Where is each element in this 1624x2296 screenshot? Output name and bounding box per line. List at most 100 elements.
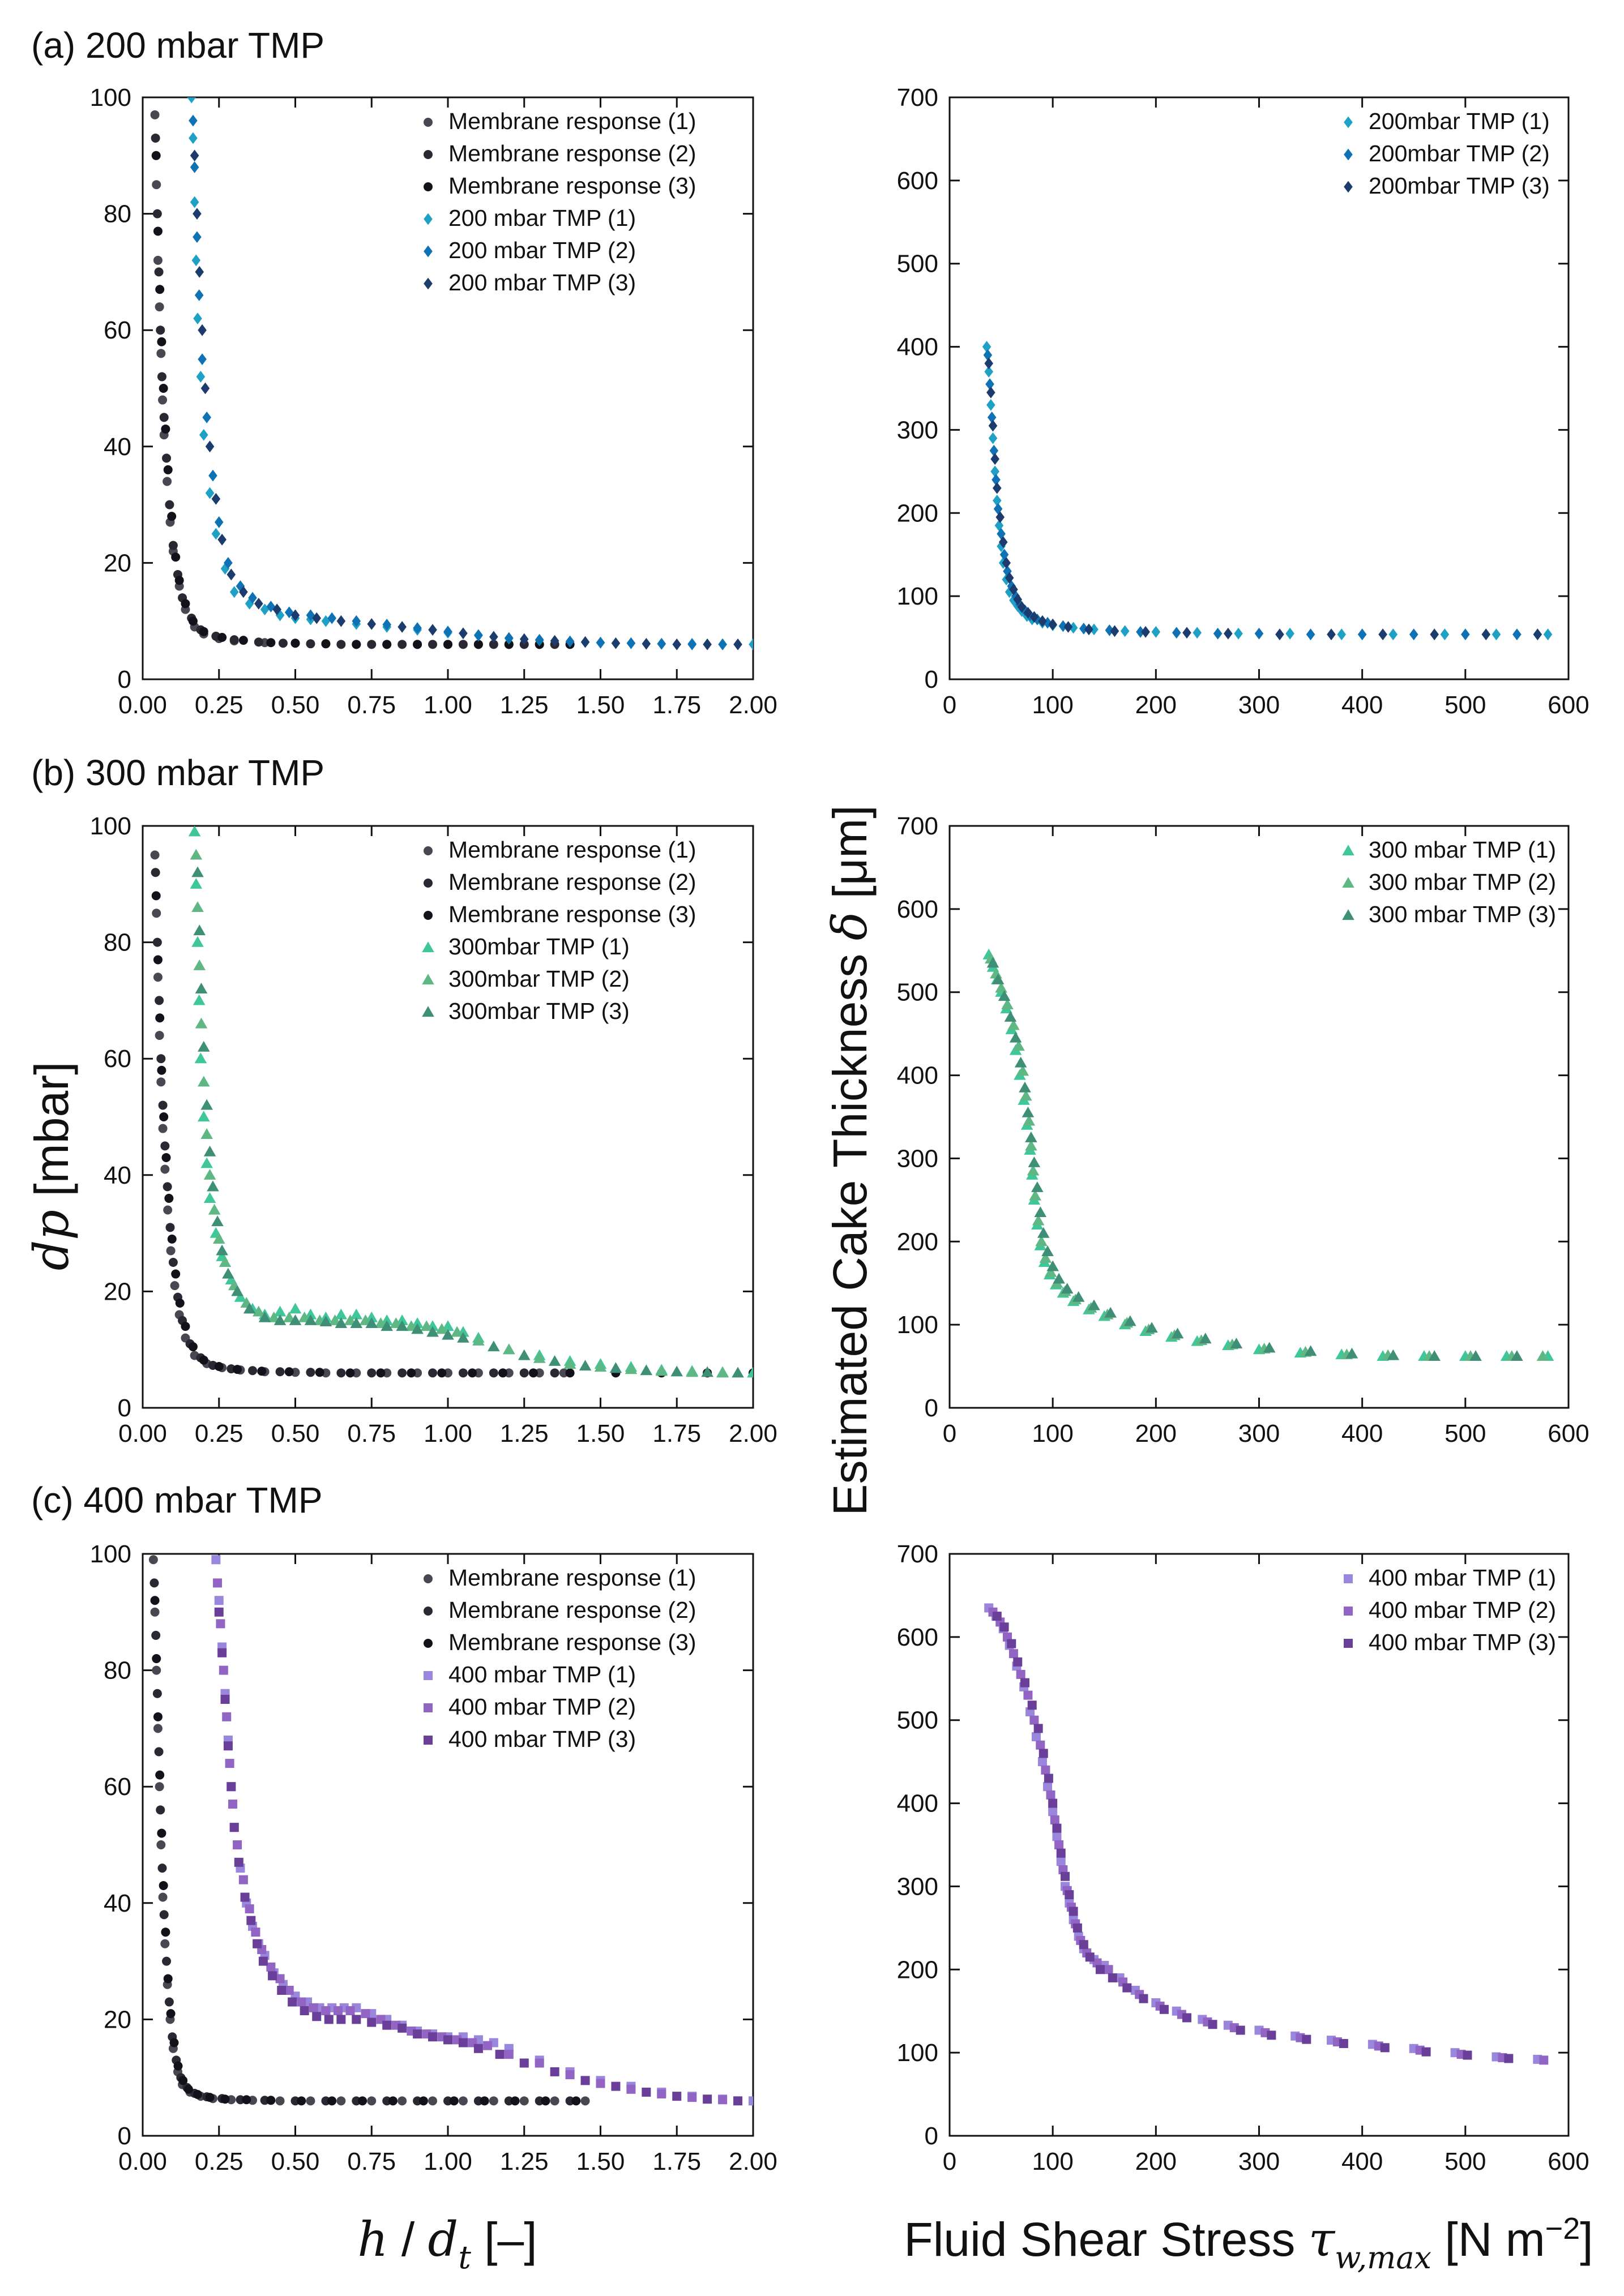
x-tick-label: 400 bbox=[1341, 2148, 1383, 2175]
data-point bbox=[982, 341, 992, 353]
data-point bbox=[160, 1164, 170, 1174]
y-tick-label: 0 bbox=[925, 2122, 938, 2150]
data-point bbox=[686, 1366, 698, 1377]
series-200-mbar-tmp-2- bbox=[189, 114, 727, 650]
panel-b-left: (b) 300 mbar TMP 0.00 0.25 0.50 0.75 1.00 1.25… bbox=[31, 752, 777, 1447]
data-point bbox=[226, 568, 236, 581]
data-point bbox=[503, 1343, 515, 1355]
data-point bbox=[985, 378, 994, 391]
data-point bbox=[367, 2017, 377, 2027]
data-point bbox=[1151, 626, 1161, 638]
data-point bbox=[571, 2096, 581, 2106]
data-point bbox=[473, 2044, 483, 2053]
data-point bbox=[328, 1314, 341, 1325]
data-point bbox=[224, 557, 233, 569]
data-point bbox=[157, 1828, 166, 1838]
data-point bbox=[1421, 2047, 1431, 2057]
data-point bbox=[306, 2096, 315, 2106]
data-point bbox=[1050, 1815, 1059, 1824]
y-tick-label: 400 bbox=[897, 1062, 938, 1090]
data-point bbox=[297, 2096, 306, 2106]
data-point bbox=[701, 1366, 713, 1377]
data-point bbox=[1044, 1266, 1057, 1277]
y-tick-label: 80 bbox=[104, 929, 131, 957]
data-point bbox=[1085, 1952, 1095, 1962]
data-point bbox=[1171, 1327, 1184, 1339]
series-membrane-response-1- bbox=[150, 850, 569, 1378]
y-tick-label: 20 bbox=[104, 549, 131, 577]
data-point bbox=[358, 2096, 367, 2106]
series-400-mbar-tmp-2- bbox=[988, 1607, 1549, 2065]
data-point bbox=[580, 2096, 590, 2106]
legend-entry: 200 mbar TMP (3) bbox=[448, 269, 636, 295]
data-point bbox=[200, 1157, 213, 1168]
data-point bbox=[188, 1342, 198, 1352]
legend-entry: Membrane response (2) bbox=[448, 140, 696, 166]
data-point bbox=[321, 2006, 331, 2015]
data-point bbox=[1182, 2013, 1191, 2023]
x-tick-label: 400 bbox=[1341, 1420, 1383, 1447]
data-point bbox=[254, 597, 263, 610]
x-tick-label: 1.50 bbox=[576, 691, 625, 719]
data-point bbox=[154, 1747, 164, 1757]
legend-entry: 400 mbar TMP (3) bbox=[448, 1726, 636, 1752]
series-membrane-response-2- bbox=[149, 1578, 575, 2106]
data-point bbox=[193, 2090, 203, 2100]
data-point bbox=[1002, 557, 1011, 569]
x-tick-label: 0.75 bbox=[347, 1420, 396, 1447]
data-point bbox=[283, 1311, 296, 1322]
data-point bbox=[550, 2067, 559, 2076]
legend-marker bbox=[424, 911, 433, 920]
data-point bbox=[345, 2006, 355, 2015]
data-point bbox=[428, 2096, 438, 2106]
data-point bbox=[535, 2058, 544, 2068]
series-400-mbar-tmp-2- bbox=[213, 1578, 728, 2105]
x-tick-label: 600 bbox=[1548, 2148, 1589, 2175]
legend-entry: 200mbar TMP (1) bbox=[1369, 108, 1550, 134]
data-point bbox=[1224, 627, 1233, 640]
legend-marker bbox=[1344, 116, 1353, 128]
x-tick-label: 0.25 bbox=[195, 1420, 243, 1447]
data-point bbox=[304, 1308, 317, 1320]
data-point bbox=[1048, 1798, 1058, 1808]
data-point bbox=[324, 2015, 334, 2024]
data-point bbox=[336, 615, 346, 627]
data-point bbox=[164, 1193, 174, 1203]
data-point bbox=[1327, 628, 1336, 641]
data-point bbox=[594, 1361, 607, 1372]
data-point bbox=[672, 2092, 682, 2101]
data-point bbox=[1104, 1307, 1117, 1318]
y-tick-label: 0 bbox=[925, 666, 938, 693]
data-point bbox=[1469, 1350, 1482, 1361]
data-point bbox=[1104, 1965, 1113, 1974]
data-point bbox=[239, 586, 248, 598]
data-point bbox=[519, 2058, 529, 2068]
legend-marker bbox=[422, 974, 434, 985]
data-point bbox=[1387, 1349, 1400, 1360]
data-point bbox=[1052, 1832, 1062, 1841]
data-point bbox=[1009, 1031, 1022, 1043]
x-tick-label: 1.75 bbox=[652, 1420, 701, 1447]
data-point bbox=[159, 1112, 169, 1121]
data-point bbox=[155, 1031, 164, 1040]
data-point bbox=[169, 2038, 179, 2047]
data-point bbox=[205, 2093, 215, 2102]
data-point bbox=[275, 1974, 285, 1984]
data-point bbox=[300, 2006, 309, 2015]
data-point bbox=[1275, 628, 1284, 641]
data-point bbox=[336, 2096, 346, 2106]
data-point bbox=[1056, 1848, 1066, 1858]
x-tick-label: 0 bbox=[943, 2148, 956, 2175]
data-point bbox=[992, 494, 1002, 507]
data-point bbox=[193, 208, 202, 220]
data-point bbox=[190, 878, 203, 889]
data-point bbox=[992, 1612, 1002, 1621]
data-point bbox=[153, 1724, 163, 1733]
data-point bbox=[275, 1367, 285, 1377]
data-point bbox=[233, 1365, 242, 1374]
data-point bbox=[374, 1317, 387, 1329]
data-point bbox=[253, 1305, 265, 1317]
data-point bbox=[199, 429, 208, 441]
data-point bbox=[211, 528, 221, 540]
data-point bbox=[1046, 1790, 1055, 1800]
